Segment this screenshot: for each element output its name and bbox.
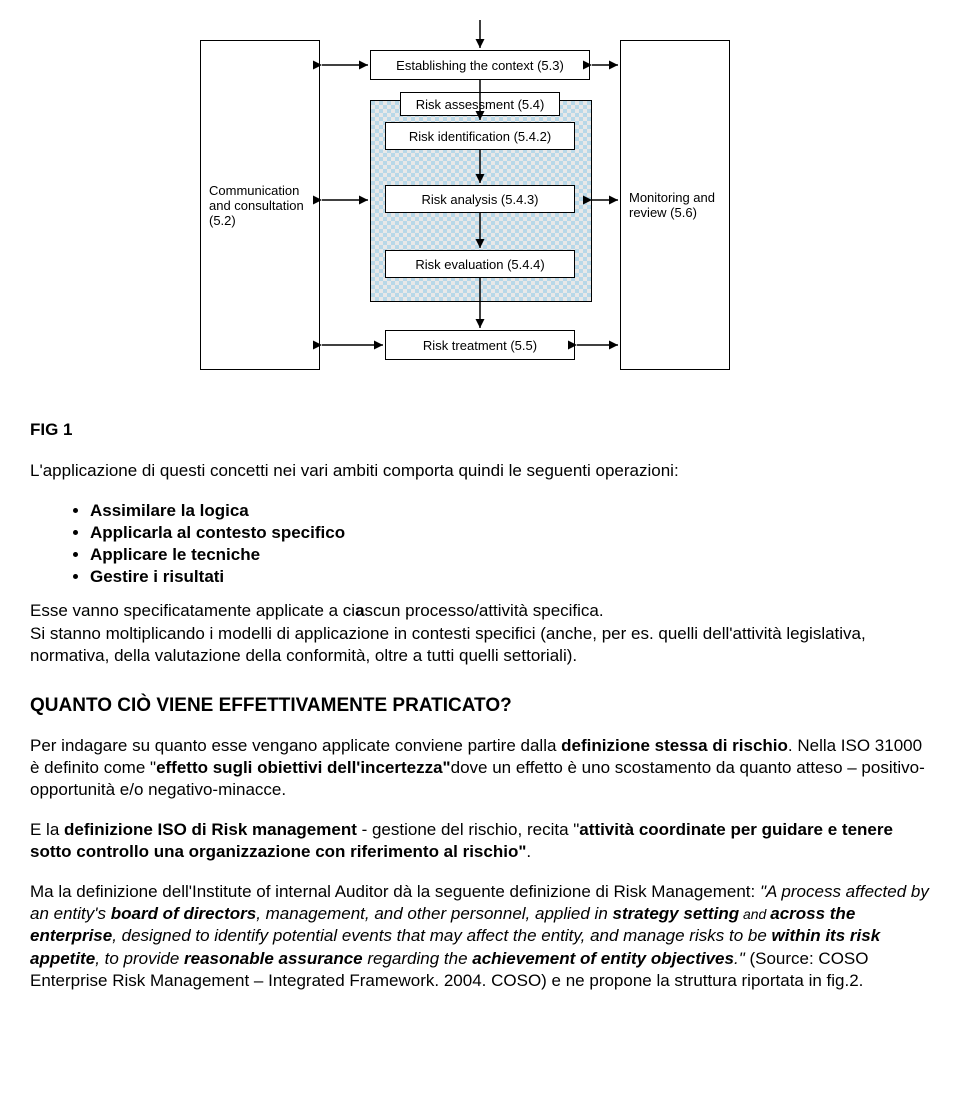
p2b: a [355,601,364,620]
p4e: . [526,842,531,861]
p4b: definizione ISO di Risk management [64,820,357,839]
p5c: board of directors [111,904,256,923]
p5a: Ma la definizione dell'Institute of inte… [30,882,760,901]
box-analysis-label: Risk analysis (5.4.3) [421,192,538,207]
box-communication-label: Communication and consultation (5.2) [209,183,311,228]
p5n: ." [734,949,749,968]
box-context: Establishing the context (5.3) [370,50,590,80]
figure-label: FIG 1 [30,420,930,440]
p5h: , designed to identify potential events … [112,926,771,945]
bullet-item: Assimilare la logica [90,500,930,522]
risk-process-diagram: Communication and consultation (5.2) Mon… [200,20,760,390]
box-assessment-title: Risk assessment (5.4) [400,92,560,116]
p5e: strategy setting [613,904,740,923]
p5k: reasonable assurance [184,949,363,968]
box-context-label: Establishing the context (5.3) [396,58,564,73]
box-monitoring: Monitoring and review (5.6) [620,40,730,370]
p5l: regarding the [363,949,473,968]
box-evaluation: Risk evaluation (5.4.4) [385,250,575,278]
paragraph-5: Ma la definizione dell'Institute of inte… [30,881,930,991]
box-identification-label: Risk identification (5.4.2) [409,129,551,144]
p4c: - gestione del rischio, recita " [357,820,579,839]
box-treatment-label: Risk treatment (5.5) [423,338,537,353]
paragraph-2: Esse vanno specificatamente applicate a … [30,600,930,666]
box-identification: Risk identification (5.4.2) [385,122,575,150]
box-monitoring-label: Monitoring and review (5.6) [629,190,721,220]
bullet-item: Applicare le tecniche [90,544,930,566]
section-heading: QUANTO CIÒ VIENE EFFETTIVAMENTE PRATICAT… [30,695,930,717]
p3a: Per indagare su quanto esse vengano appl… [30,736,561,755]
bullet-item: Gestire i risultati [90,566,930,588]
box-treatment: Risk treatment (5.5) [385,330,575,360]
p5m: achievement of entity objectives [472,949,734,968]
operations-list: Assimilare la logica Applicarla al conte… [30,500,930,588]
box-assessment-title-label: Risk assessment (5.4) [416,97,545,112]
p5f: and [739,906,770,922]
p3d: effetto sugli obiettivi dell'incertezza" [156,758,451,777]
p3b: definizione stessa di rischio [561,736,788,755]
p5j: , to provide [95,949,184,968]
bullet-item: Applicarla al contesto specifico [90,522,930,544]
box-evaluation-label: Risk evaluation (5.4.4) [415,257,544,272]
p5d: , management, and other personnel, appli… [256,904,612,923]
paragraph-4: E la definizione ISO di Risk management … [30,819,930,863]
p2c: scun processo/attività specifica. [365,601,604,620]
intro-line: L'applicazione di questi concetti nei va… [30,461,679,480]
box-communication: Communication and consultation (5.2) [200,40,320,370]
intro-paragraph: L'applicazione di questi concetti nei va… [30,460,930,482]
p2a: Esse vanno specificatamente applicate a … [30,601,355,620]
p2-line2: Si stanno moltiplicando i modelli di app… [30,624,866,665]
box-analysis: Risk analysis (5.4.3) [385,185,575,213]
p4a: E la [30,820,64,839]
paragraph-3: Per indagare su quanto esse vengano appl… [30,735,930,801]
